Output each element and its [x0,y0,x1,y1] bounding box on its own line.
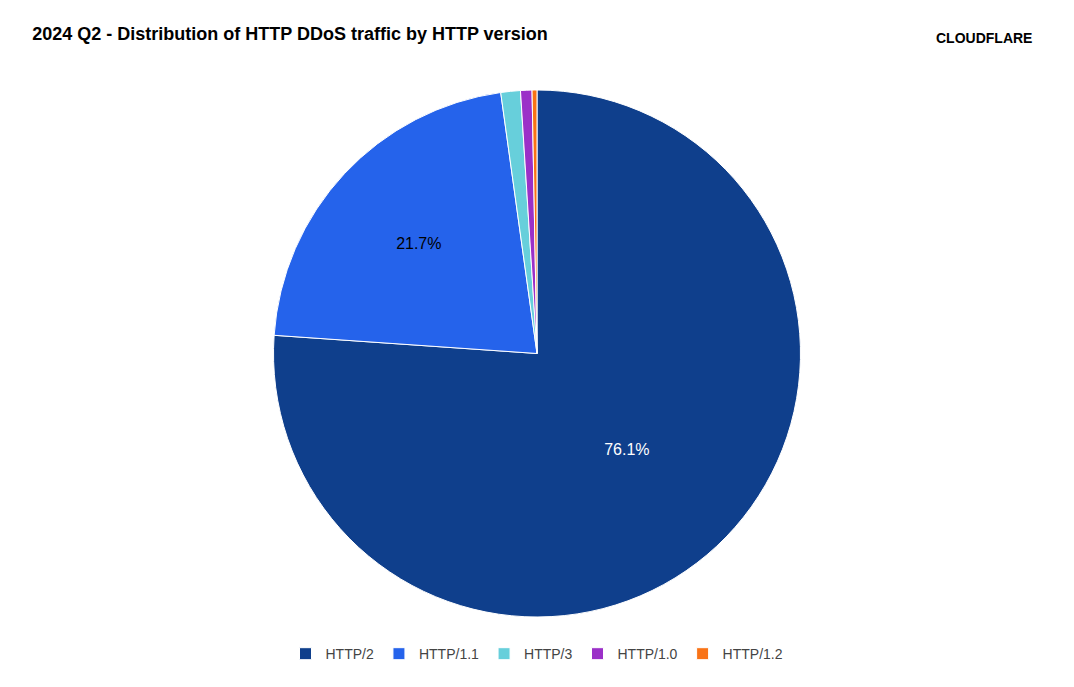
svg-text:HTTP/2: HTTP/2 [326,646,374,662]
svg-text:76.1%: 76.1% [604,441,649,458]
svg-text:HTTP/1.0: HTTP/1.0 [618,646,678,662]
svg-text:HTTP/1.2: HTTP/1.2 [723,646,783,662]
svg-text:HTTP/1.1: HTTP/1.1 [419,646,479,662]
svg-text:HTTP/3: HTTP/3 [524,646,572,662]
svg-text:2024 Q2 - Distribution of HTTP: 2024 Q2 - Distribution of HTTP DDoS traf… [32,24,547,44]
svg-text:CLOUDFLARE: CLOUDFLARE [936,30,1032,46]
svg-text:21.7%: 21.7% [396,235,441,252]
